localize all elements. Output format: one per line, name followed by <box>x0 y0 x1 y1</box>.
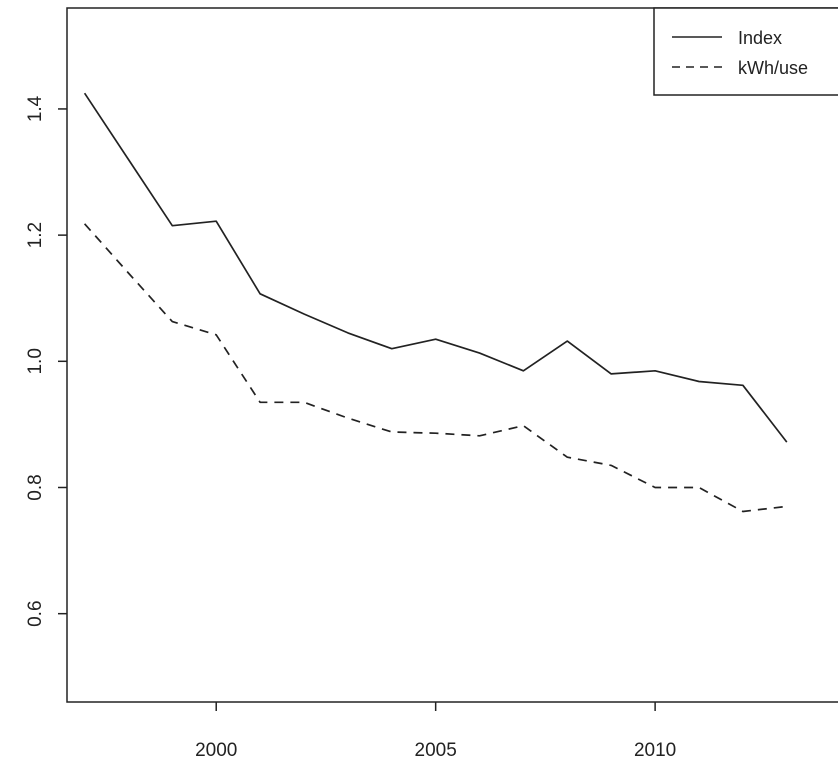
legend-label-kwh-use: kWh/use <box>738 58 808 78</box>
y-axis: 0.6 0.8 1.0 1.2 1.4 <box>25 95 67 627</box>
legend-label-index: Index <box>738 28 782 48</box>
x-tick-label: 2005 <box>415 740 457 761</box>
plot-area <box>66 7 838 703</box>
legend: Index kWh/use <box>653 7 838 96</box>
y-tick-label: 1.4 <box>25 95 46 122</box>
y-tick-label: 0.6 <box>25 600 46 626</box>
series-line-index <box>83 92 788 443</box>
series-line-kwh-use <box>83 223 787 513</box>
plot-frame <box>66 7 838 703</box>
x-tick-label: 2010 <box>634 740 676 761</box>
y-tick-label: 1.0 <box>25 348 46 374</box>
legend-box <box>653 7 838 96</box>
y-tick-label: 0.8 <box>25 474 46 500</box>
series-layer <box>83 92 788 513</box>
x-tick-label: 2000 <box>195 740 237 761</box>
y-tick-label: 1.2 <box>25 222 46 248</box>
x-axis: 2000 2005 2010 <box>195 702 676 761</box>
